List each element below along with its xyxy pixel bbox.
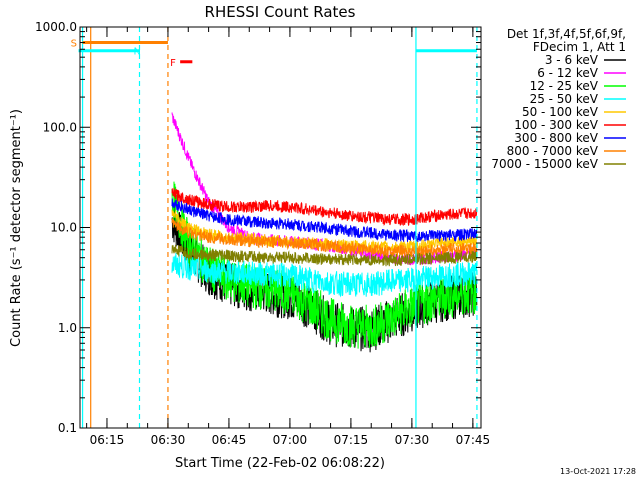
x-tick-label: 06:15 (90, 433, 125, 447)
series-line-8 (171, 244, 478, 267)
legend-label-3: 25 - 50 keV (530, 92, 599, 106)
legend-label-8: 7000 - 15000 keV (491, 157, 598, 171)
x-axis: 06:15 06:30 06:45 07:00 07:15 07:30 07:45 (86, 27, 491, 447)
x-tick-label: 07:15 (334, 433, 369, 447)
series-line-2 (171, 181, 478, 349)
y-axis: 0.1 1.0 10.0 100.0 1000.0 (35, 20, 481, 435)
plot-frame (79, 26, 482, 429)
footer-date: 13-Oct-2021 17:28 (560, 467, 636, 476)
legend-label-7: 800 - 7000 keV (507, 144, 599, 158)
series-line-5 (171, 187, 478, 226)
x-tick-label: 06:45 (212, 433, 247, 447)
x-tick-label: 07:00 (273, 433, 308, 447)
flag-label-0: S (71, 39, 77, 50)
legend-label-5: 100 - 300 keV (514, 118, 598, 132)
x-tick-label: 07:45 (456, 433, 491, 447)
overlay-layer: S N F (71, 27, 478, 428)
legend: Det 1f,3f,4f,5f,6f,9f, FDecim 1, Att 1 3… (491, 27, 626, 171)
legend-header-1: Det 1f,3f,4f,5f,6f,9f, (507, 27, 626, 41)
y-tick-label: 10.0 (50, 221, 77, 235)
x-tick-label: 07:30 (395, 433, 430, 447)
y-tick-label: 1000.0 (35, 20, 77, 34)
legend-label-2: 12 - 25 keV (530, 79, 599, 93)
series-line-6 (171, 198, 478, 243)
y-tick-label: 100.0 (43, 120, 77, 134)
series-line-3 (171, 252, 478, 298)
y-tick-label: 0.1 (58, 421, 77, 435)
flag-label-3: F (170, 58, 176, 69)
legend-header-2: FDecim 1, Att 1 (533, 40, 626, 54)
legend-label-1: 6 - 12 keV (537, 66, 599, 80)
x-tick-label: 06:30 (151, 433, 186, 447)
legend-label-0: 3 - 6 keV (545, 53, 599, 67)
y-tick-label: 1.0 (58, 321, 77, 335)
flag-label-1: N (133, 47, 140, 58)
chart-title: RHESSI Count Rates (205, 3, 356, 21)
y-axis-label: Count Rate (s⁻¹ detector segment⁻¹) (9, 109, 24, 347)
x-axis-label: Start Time (22-Feb-02 06:08:22) (175, 456, 385, 471)
series-layer (171, 112, 478, 353)
legend-label-4: 50 - 100 keV (522, 105, 599, 119)
legend-label-6: 300 - 800 keV (514, 131, 598, 145)
